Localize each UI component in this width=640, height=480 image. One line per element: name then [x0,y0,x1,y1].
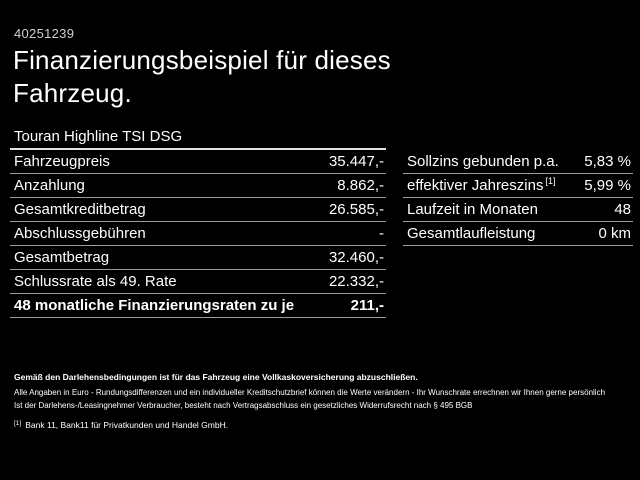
finance-table: Touran Highline TSI DSG Fahrzeugpreis 35… [10,126,386,318]
row-value: - [379,225,384,242]
row-label: Gesamtbetrag [14,249,110,266]
table-row-schlussrate: Schlussrate als 49. Rate 22.332,- [10,270,386,294]
page-title: Finanzierungsbeispiel für dieses Fahrzeu… [13,45,391,108]
row-value: 32.460,- [328,249,384,266]
table-row-laufzeit: Laufzeit in Monaten 48 [403,198,633,222]
footnote-ref: [1] [545,176,556,186]
footnote-bank: [1] Bank 11, Bank11 für Privatkunden und … [14,418,636,431]
row-label: Fahrzeugpreis [14,153,110,170]
table-row-monatsrate: 48 monatliche Finanzierungsraten zu je 2… [10,294,386,318]
row-value: 8.862,- [337,177,384,194]
table-row-abschlussgebuehren: Abschlussgebühren - [10,222,386,246]
row-label: Abschlussgebühren [14,225,146,242]
row-value: 0 km [598,225,631,242]
table-row-effektiver-jahreszins: effektiver Jahreszins [1] 5,99 % [403,174,633,198]
footnote-text: Bank 11, Bank11 für Privatkunden und Han… [25,420,229,430]
row-label: Laufzeit in Monaten [407,201,538,218]
row-value: 26.585,- [328,201,384,218]
row-label: Gesamtkreditbetrag [14,201,146,218]
table-row-anzahlung: Anzahlung 8.862,- [10,174,386,198]
row-value: 48 [614,201,631,218]
disclaimer-line-1: Alle Angaben in Euro - Rundungsdifferenz… [14,388,606,397]
row-label: effektiver Jahreszins [1] [407,176,556,195]
footnote-marker: [1] [14,420,22,427]
table-row-sollzins: Sollzins gebunden p.a. 5,83 % [403,150,633,174]
row-label: 48 monatliche Finanzierungsraten zu je [14,297,295,314]
row-label: Gesamtlaufleistung [407,225,536,242]
insurance-note: Gemäß den Darlehensbedingungen ist für d… [14,372,418,382]
disclaimer-line-2: Ist der Darlehens-/Leasingnehmer Verbrau… [14,401,473,410]
row-value: 211,- [350,297,384,314]
footnotes-section: Gemäß den Darlehensbedingungen ist für d… [14,371,636,431]
row-label: Sollzins gebunden p.a. [407,153,559,170]
row-label: Schlussrate als 49. Rate [14,273,177,290]
row-label: Anzahlung [14,177,85,194]
vehicle-model-subtitle: Touran Highline TSI DSG [10,126,386,150]
row-value: 35.447,- [328,153,384,170]
row-value: 22.332,- [328,273,384,290]
table-row-gesamtbetrag: Gesamtbetrag 32.460,- [10,246,386,270]
row-value: 5,99 % [584,177,631,194]
row-value: 5,83 % [584,153,631,170]
table-row-gesamtkreditbetrag: Gesamtkreditbetrag 26.585,- [10,198,386,222]
conditions-table: Sollzins gebunden p.a. 5,83 % effektiver… [403,150,633,246]
table-row-gesamtlaufleistung: Gesamtlaufleistung 0 km [403,222,633,246]
vehicle-id: 40251239 [14,26,75,41]
table-row-fahrzeugpreis: Fahrzeugpreis 35.447,- [10,150,386,174]
row-label-text: effektiver Jahreszins [407,177,544,194]
